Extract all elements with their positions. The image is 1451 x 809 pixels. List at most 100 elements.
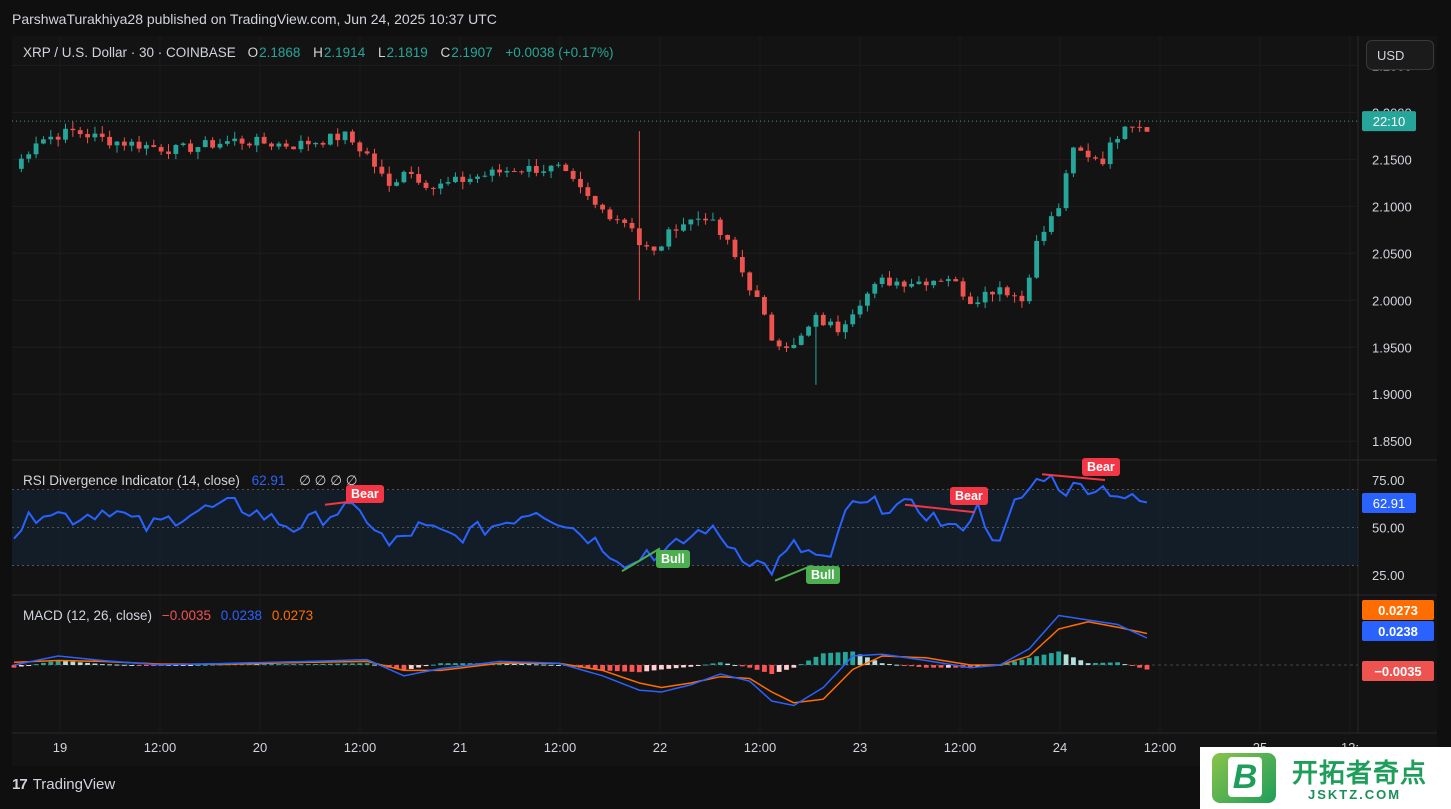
price-candle [269,143,274,147]
watermark-title: 开拓者奇点 [1292,758,1428,788]
rsi-title[interactable]: RSI Divergence Indicator (14, close) [23,473,240,488]
price-candle [430,187,436,189]
macd-histogram-bar [416,665,422,668]
macd-histogram-bar [666,665,672,669]
macd-histogram-bar [210,664,216,666]
macd-histogram-bar [556,665,561,666]
macd-histogram-bar [688,665,694,667]
price-candle [48,136,54,140]
price-candle [1071,147,1076,174]
bear-label-3: Bear [1082,458,1120,476]
macd-histogram-bar [77,662,83,665]
price-candle [1012,295,1017,297]
price-candle [261,136,267,144]
price-axis-label: 1.9500 [1372,340,1412,355]
macd-histogram-bar [798,664,804,666]
price-candle [519,171,525,173]
rsi-axis-label: 25.00 [1372,568,1405,583]
price-candle [1144,127,1150,132]
macd-histogram-bar [180,665,186,666]
rsi-legend: RSI Divergence Indicator (14, close) 62.… [23,473,361,489]
macd-histogram-bar [151,665,157,666]
macd-histogram-bar [26,665,32,666]
macd-histogram-bar [107,664,113,666]
macd-histogram-bar [372,664,377,666]
price-candle [327,133,333,145]
macd-histogram-bar [41,662,46,665]
price-candle [504,170,510,173]
price-candle [1004,287,1010,296]
macd-histogram-bar [938,665,944,668]
price-candle [968,296,973,305]
macd-signal-value: 0.0273 [271,608,314,623]
time-axis-label: 20 [253,740,267,755]
macd-histogram-bar [18,665,24,667]
macd-histogram-bar [313,663,319,665]
open-key: O [247,45,259,60]
price-candle [813,314,819,327]
macd-histogram-bar [710,663,716,665]
macd-histogram-bar [747,665,753,668]
price-candle [202,140,208,148]
price-candle [379,166,385,174]
price-candle [835,321,841,333]
price-candle [732,239,738,258]
macd-histogram-bar [202,664,208,666]
macd-histogram-bar [342,663,348,665]
macd-histogram-bar [247,664,252,666]
macd-histogram-bar [548,664,554,666]
macd-histogram-bar [327,663,333,665]
price-candle [688,219,694,225]
price-candle [739,257,745,273]
price-candle [622,219,628,223]
price-candle [129,141,135,146]
change-value: +0.0038 (+0.17%) [505,45,614,60]
price-candle [865,293,870,306]
macd-histogram-bar [188,665,193,666]
rsi-axis-label: 75.00 [1372,473,1405,488]
macd-histogram-bar [1122,664,1128,666]
macd-histogram-bar [55,660,61,665]
macd-histogram-bar [644,665,650,672]
macd-histogram-bar [784,665,789,670]
macd-histogram-bar [33,664,39,666]
macd-histogram-bar [335,663,341,665]
macd-histogram-bar [673,665,679,669]
macd-histogram-bar [1048,653,1054,665]
price-candle [842,324,848,333]
footer-brand[interactable]: 17 TradingView [12,776,115,800]
bull-label-1: Bull [656,550,690,568]
price-candle [232,138,238,142]
price-candle [784,346,789,349]
macd-histogram-bar [894,664,900,666]
top-bar: ParshwaTurakhiya28 published on TradingV… [0,0,1451,36]
price-candle [614,219,620,221]
price-candle [497,169,502,173]
macd-title[interactable]: MACD (12, 26, close) [23,608,153,623]
price-candle [585,187,591,197]
time-axis-label: 19 [53,740,67,755]
close-key: C [440,45,451,60]
price-candle [18,158,24,169]
price-candle [1137,126,1143,128]
macd-histogram-bar [261,664,267,666]
macd-histogram-bar [636,665,642,673]
price-candle [798,335,804,345]
macd-histogram-bar [1129,665,1135,666]
macd-histogram-bar [63,661,68,665]
price-candle [107,136,113,146]
macd-histogram-bar [1071,657,1076,665]
price-candle [607,209,613,220]
macd-histogram-bar [269,664,274,666]
symbol-name[interactable]: XRP / U.S. Dollar · 30 · COINBASE [23,45,236,60]
price-candle [953,279,959,282]
price-candle [350,131,355,143]
price-candle [1063,173,1069,209]
price-candle [320,142,326,145]
macd-histogram-bar [1034,656,1040,665]
watermark-url: JSKTZ.COM [1308,787,1402,802]
time-axis-label: 12:00 [944,740,977,755]
price-candle [1085,150,1091,158]
currency-button[interactable]: USD [1366,40,1434,70]
